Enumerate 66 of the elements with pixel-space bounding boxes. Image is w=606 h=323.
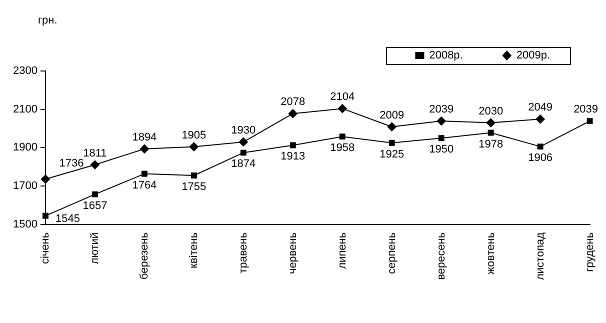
point	[387, 122, 396, 132]
data-label: 2009	[380, 109, 404, 122]
data-label: 1545	[55, 212, 80, 225]
data-label: 1958	[330, 142, 355, 154]
x-tick-label: серпень	[386, 232, 398, 274]
x-tick-label: вересень	[435, 232, 448, 280]
point	[288, 109, 298, 118]
x-tick-label: червень	[286, 232, 299, 274]
y-tick-label: 1700	[12, 180, 38, 192]
point	[290, 142, 296, 148]
y-tick-label: 2100	[12, 103, 38, 116]
point	[140, 144, 149, 154]
point	[586, 118, 593, 124]
x-tick-label: березень	[138, 232, 150, 280]
y-tick-label: 1500	[12, 218, 38, 230]
point	[40, 174, 50, 184]
point	[90, 160, 100, 170]
data-label: 2039	[429, 104, 454, 116]
data-label: 1894	[132, 131, 157, 144]
data-label: 2030	[478, 105, 504, 118]
point	[536, 114, 545, 124]
data-label: 2039	[574, 104, 598, 116]
x-tick-label: липень	[336, 232, 348, 269]
data-label: 1905	[182, 129, 206, 142]
point	[190, 172, 197, 178]
data-label: 1906	[528, 152, 553, 164]
point	[438, 135, 444, 142]
data-label: 2049	[528, 102, 553, 114]
point	[338, 104, 347, 114]
data-label: 1874	[231, 158, 256, 170]
x-tick-label: лютий	[88, 232, 101, 264]
point	[240, 150, 246, 156]
x-tick-label: листопад	[534, 232, 546, 280]
x-tick-label: січень	[40, 232, 52, 264]
data-label: 2104	[330, 91, 355, 104]
x-tick-label: травень	[237, 232, 250, 274]
data-label: 1657	[82, 200, 108, 212]
legend-label: 2009р.	[516, 50, 550, 62]
data-label: 1925	[380, 148, 404, 160]
data-label: 1930	[231, 124, 256, 136]
data-label: 1978	[478, 138, 504, 150]
point	[436, 116, 446, 126]
data-label: 1811	[83, 147, 107, 160]
point	[388, 140, 395, 146]
point	[339, 134, 346, 140]
point	[238, 137, 248, 146]
data-label: 1755	[182, 181, 206, 194]
data-label: 1764	[132, 179, 157, 192]
y-tick-label: 1900	[12, 142, 38, 154]
y-axis-title: грн.	[38, 14, 58, 27]
point	[486, 118, 496, 128]
x-tick-label: квітень	[188, 232, 200, 268]
data-label: 2078	[280, 96, 306, 108]
legend-label: 2008р.	[429, 50, 463, 62]
point	[42, 212, 48, 219]
point	[488, 130, 494, 136]
point	[537, 144, 544, 150]
point	[92, 191, 98, 198]
x-tick-label: жовтень	[484, 232, 497, 274]
x-tick-label: грудень	[584, 232, 596, 272]
data-label: 1736	[59, 158, 84, 170]
data-label: 1950	[429, 144, 454, 156]
point	[141, 170, 148, 177]
point	[189, 142, 198, 152]
y-tick-label: 2300	[12, 65, 38, 78]
data-label: 1913	[280, 150, 306, 163]
